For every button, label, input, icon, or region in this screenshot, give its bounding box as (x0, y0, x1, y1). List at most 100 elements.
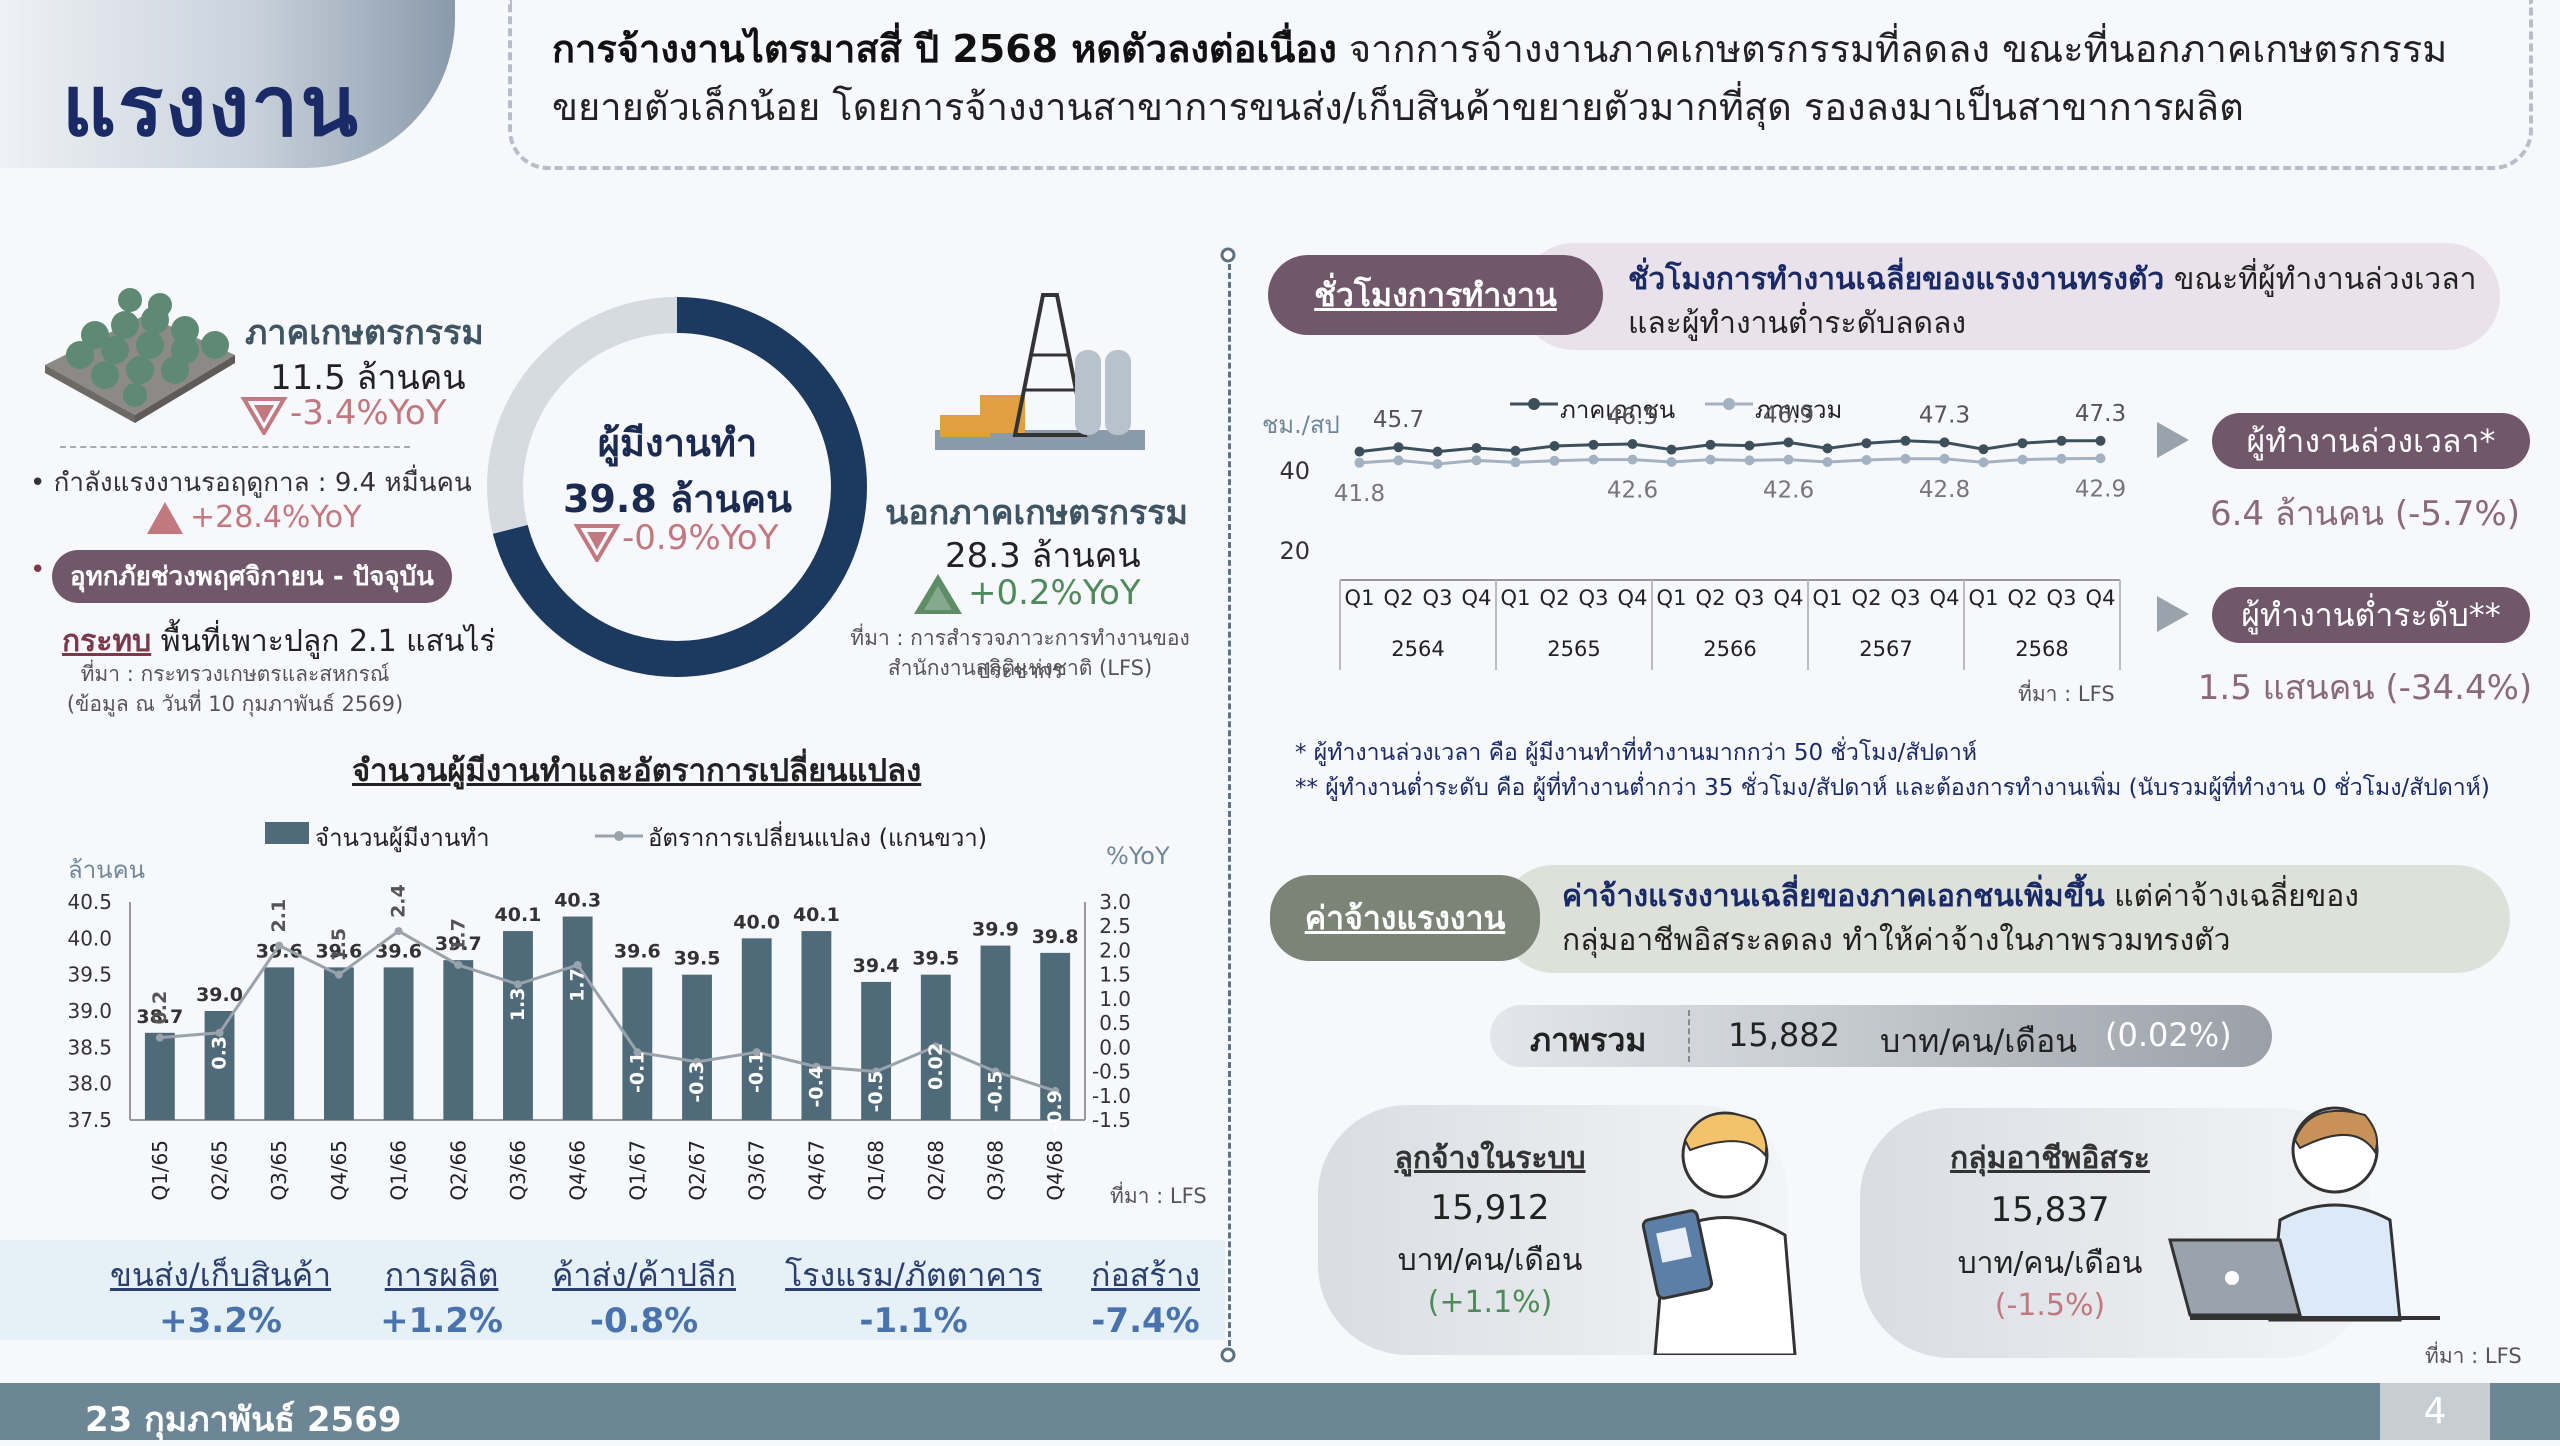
total-hours-point (1978, 457, 1989, 468)
x-tick-label: Q3/65 (267, 1140, 291, 1201)
quarter-label: Q3 (1579, 586, 1609, 610)
rate-point (215, 1028, 224, 1037)
sector-item: ก่อสร้าง -7.4% (1091, 1256, 1200, 1341)
quarter-label: Q4 (1462, 586, 1492, 610)
y-tick-left: 39.5 (67, 963, 112, 987)
employment-bar (144, 1032, 175, 1120)
office-worker-illustration (1641, 1111, 1797, 1355)
rate-point (573, 960, 582, 969)
rate-point (334, 970, 343, 979)
headline-rest: จากการจ้างงานภาคเกษตรกรรมที่ลดลง ขณะที่น… (552, 27, 2448, 129)
wage-overall-label: ภาพรวม (1530, 1021, 1647, 1059)
rate-point (1051, 1086, 1060, 1095)
total-hours-point (1666, 457, 1677, 467)
formal-label: ลูกจ้างในระบบ (1394, 1141, 1586, 1176)
wage-desc-bg (1500, 865, 2510, 973)
title-tab (0, 0, 455, 168)
total-hours-label: 42.6 (1607, 478, 1658, 504)
section-divider (1228, 255, 1231, 1355)
y-tick: 20 (1279, 537, 1310, 565)
y-tick-left: 39.0 (67, 999, 112, 1023)
total-hours-point (1783, 454, 1794, 465)
note-underemployed: ** ผู้ทำงานต่ำระดับ คือ ผู้ที่ทำงานต่ำกว… (1295, 775, 2490, 801)
x-tick-label: Q2/66 (446, 1140, 470, 1201)
rate-value-label: 0.3 (209, 1036, 231, 1070)
employment-bar (562, 916, 593, 1120)
private-hours-point (1627, 439, 1638, 449)
employment-bar (264, 967, 295, 1120)
quarter-label: Q3 (1891, 586, 1921, 610)
total-hours-point (1705, 454, 1716, 465)
quarter-label: Q3 (1423, 586, 1453, 610)
formal-change: (+1.1%) (1427, 1285, 1553, 1320)
quarter-label: Q1 (1501, 586, 1531, 610)
bar-value-label: 39.6 (375, 940, 422, 962)
rate-value-label: -0.9 (1044, 1090, 1066, 1132)
y-tick-left: 40.5 (67, 890, 112, 914)
total-hours-label: 42.9 (2075, 476, 2126, 502)
rate-point (752, 1048, 761, 1057)
flood-impact: กระทบ พื้นที่เพาะปลูก 2.1 แสนไร่ (62, 624, 496, 659)
x-tick-label: Q4/68 (1043, 1140, 1067, 1201)
bar-value-label: 40.0 (733, 911, 780, 933)
rate-value-label: -0.5 (984, 1071, 1006, 1113)
total-hours-point (1939, 453, 1950, 464)
flood-bullet: • (30, 555, 46, 585)
y-tick-left: 40.0 (67, 926, 112, 950)
lfs-source: ที่มา : การสำรวจภาวะการทำงานของประชากร (850, 626, 1190, 683)
total-hours-point (1510, 457, 1521, 468)
year-label: 2564 (1391, 637, 1444, 661)
y-tick: 40 (1279, 457, 1310, 485)
bar-value-label: 39.8 (1032, 926, 1079, 948)
total-hours-point (2056, 453, 2067, 464)
legend-private-swatch (1510, 398, 1558, 410)
down-arrow-icon (573, 524, 621, 562)
y-tick-right: 2.5 (1099, 914, 1131, 938)
private-hours-point (2095, 435, 2106, 446)
nonagri-yoy: +0.2%YoY (968, 573, 1141, 613)
legend-bar-swatch (265, 822, 309, 844)
x-tick-label: Q2/68 (924, 1140, 948, 1201)
x-tick-label: Q2/67 (685, 1140, 709, 1201)
private-hours-line (1359, 439, 2101, 454)
selfemployed-value: 15,837 (1990, 1190, 2110, 1230)
quarter-label: Q1 (1813, 586, 1843, 610)
quarter-label: Q4 (1774, 586, 1804, 610)
total-hours-point (1432, 459, 1443, 469)
bar-value-label: 39.9 (972, 919, 1019, 941)
page-title: แรงงาน (62, 56, 360, 155)
overtime-value: 6.4 ล้านคน (-5.7%) (2209, 494, 2521, 534)
year-label: 2567 (1859, 637, 1912, 661)
sector-item: การผลิต +1.2% (380, 1256, 503, 1341)
total-hours-point (1471, 455, 1482, 466)
rate-value-label: 1.3 (507, 988, 529, 1022)
employment-bar (801, 931, 832, 1120)
rate-value-label: 2.4 (388, 884, 410, 918)
hours-chart: 40 20 Q1 Q2 Q3 Q4 Q1 Q2 Q3 Q4 Q1 Q2 Q3 Q4 Q1 Q2 Q3 Q4 Q1 Q2… (1279, 401, 2126, 670)
private-hours-point (1978, 444, 1989, 455)
wage-tag: ค่าจ้างแรงงาน (1270, 875, 1540, 961)
y-tick-right: -1.0 (1092, 1084, 1131, 1108)
selfemployed-label: กลุ่มอาชีพอิสระ (1950, 1141, 2150, 1176)
rate-point (633, 1048, 642, 1057)
x-tick-label: Q2/65 (208, 1140, 232, 1201)
x-tick-label: Q1/65 (148, 1140, 172, 1201)
wage-desc: ค่าจ้างแรงงานเฉลี่ยของภาคเอกชนเพิ่มขึ้น … (1562, 879, 2359, 958)
total-hours-point (1627, 454, 1638, 465)
total-hours-point (2017, 454, 2028, 465)
rate-value-label: 0.2 (149, 991, 171, 1025)
x-tick-label: Q1/68 (864, 1140, 888, 1201)
formal-value: 15,912 (1430, 1188, 1550, 1228)
up-arrow-icon (147, 502, 183, 534)
rate-point (513, 980, 522, 989)
wage-overall-value: 15,882 (1728, 1016, 1840, 1054)
rate-value-label: 1.7 (567, 968, 589, 1002)
total-hours-label: 42.8 (1919, 477, 1970, 503)
divider-cap-top (1220, 247, 1236, 263)
sector-list: ขนส่ง/เก็บสินค้า +3.2% การผลิต +1.2% ค้าส่… (110, 1250, 1200, 1341)
employment-bar (503, 931, 533, 1120)
seasonal-yoy: +28.4%YoY (190, 500, 362, 535)
employment-bar (741, 938, 772, 1120)
employment-bar (443, 960, 474, 1120)
total-hours-point (1588, 454, 1599, 465)
